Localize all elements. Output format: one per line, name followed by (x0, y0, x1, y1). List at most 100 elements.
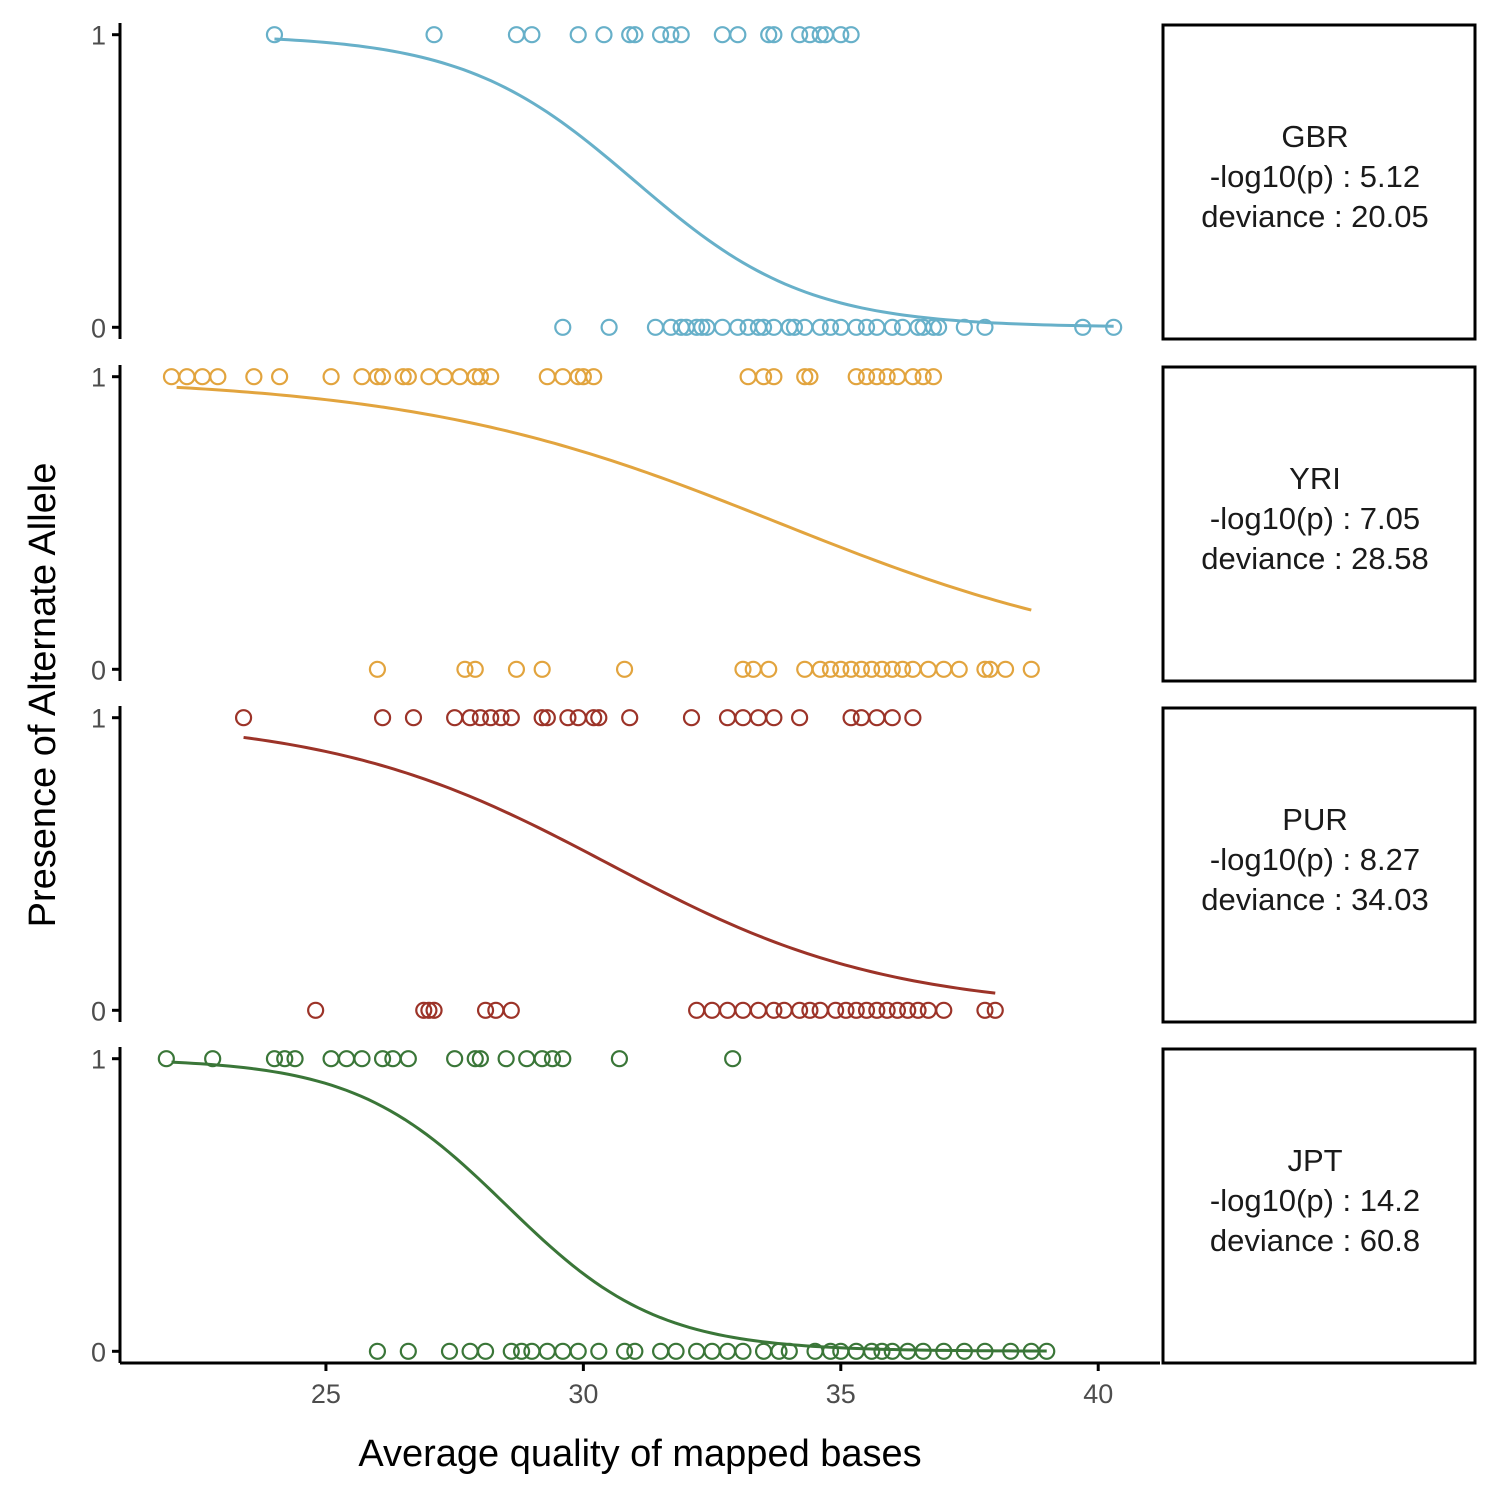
data-point (569, 709, 587, 727)
data-point (780, 1342, 798, 1360)
data-point (935, 1001, 953, 1019)
data-point (595, 26, 613, 44)
data-point (914, 1342, 932, 1360)
data-point (368, 1342, 387, 1360)
x-tick-label: 40 (1083, 1379, 1113, 1409)
data-point (868, 368, 886, 386)
data-point (559, 709, 577, 727)
data-point (497, 1050, 515, 1068)
data-point (842, 26, 860, 44)
data-point (847, 318, 865, 336)
data-point (801, 1001, 819, 1019)
y-tick-label: 0 (91, 996, 106, 1026)
data-point (420, 1001, 438, 1019)
data-point (765, 26, 783, 44)
data-point (976, 1342, 994, 1360)
data-point (847, 368, 865, 386)
data-point (1022, 660, 1040, 678)
data-point (1002, 1342, 1020, 1360)
data-point (651, 26, 670, 44)
y-tick-label: 0 (91, 655, 106, 685)
data-point (476, 1342, 495, 1360)
data-point (646, 318, 665, 336)
data-point (791, 26, 809, 44)
y-tick-label: 1 (91, 363, 106, 393)
data-point (924, 368, 943, 386)
data-point (935, 1342, 953, 1360)
data-point (482, 368, 500, 386)
data-point (415, 1001, 433, 1019)
strip-label-line: -log10(p) : 7.05 (1210, 501, 1420, 536)
data-point (209, 368, 227, 386)
data-point (811, 26, 829, 44)
data-point (724, 1050, 742, 1068)
data-point (909, 1001, 927, 1019)
data-point (754, 1342, 773, 1360)
data-point (878, 368, 896, 386)
x-tick-label: 30 (568, 1379, 598, 1409)
data-point (924, 318, 943, 336)
data-point (718, 1342, 737, 1360)
data-point (286, 1050, 304, 1068)
data-point (976, 1001, 994, 1019)
data-point (821, 1342, 840, 1360)
data-point (394, 368, 412, 386)
data-point (384, 1050, 402, 1068)
data-point (863, 1342, 881, 1360)
data-point (533, 1050, 551, 1068)
data-point (471, 368, 489, 386)
data-point (204, 1050, 222, 1068)
data-point (919, 1001, 937, 1019)
data-point (435, 368, 453, 386)
strip-label-line: YRI (1289, 461, 1341, 496)
data-point (688, 1001, 706, 1019)
data-point (425, 26, 443, 44)
data-point (955, 318, 973, 336)
data-point (718, 709, 737, 727)
data-point (420, 368, 438, 386)
data-point (765, 368, 783, 386)
data-point (857, 318, 876, 336)
data-point (801, 368, 819, 386)
data-point (688, 318, 706, 336)
data-point (791, 709, 809, 727)
data-point (507, 660, 526, 678)
data-point (554, 1050, 572, 1068)
data-point (193, 368, 211, 386)
data-point (796, 660, 814, 678)
data-point (832, 660, 850, 678)
logistic-fit-curve (274, 37, 1114, 328)
data-point (307, 1001, 325, 1019)
data-point (446, 1050, 464, 1068)
data-point (713, 318, 731, 336)
data-point (590, 1342, 608, 1360)
data-point (904, 709, 922, 727)
data-point (399, 1342, 417, 1360)
data-point (703, 1001, 721, 1019)
data-point (693, 318, 711, 336)
data-point (523, 26, 541, 44)
data-point (868, 709, 886, 727)
data-point (615, 1342, 634, 1360)
data-point (688, 1342, 706, 1360)
data-point (770, 1342, 788, 1360)
data-point (538, 709, 556, 727)
data-point (765, 318, 783, 336)
data-point (883, 1342, 901, 1360)
data-point (749, 709, 768, 727)
data-point (682, 709, 701, 727)
data-point (739, 368, 757, 386)
data-point (404, 709, 423, 727)
strip-box (1161, 23, 1477, 341)
data-point (446, 709, 464, 727)
y-tick-label: 1 (91, 704, 106, 734)
y-tick-label: 0 (91, 313, 106, 343)
data-point (847, 1342, 865, 1360)
data-point (734, 1001, 752, 1019)
data-point (852, 660, 870, 678)
data-point (760, 660, 778, 678)
data-point (775, 1001, 793, 1019)
data-point (162, 368, 181, 386)
data-point (543, 1050, 562, 1068)
data-point (1105, 318, 1123, 336)
